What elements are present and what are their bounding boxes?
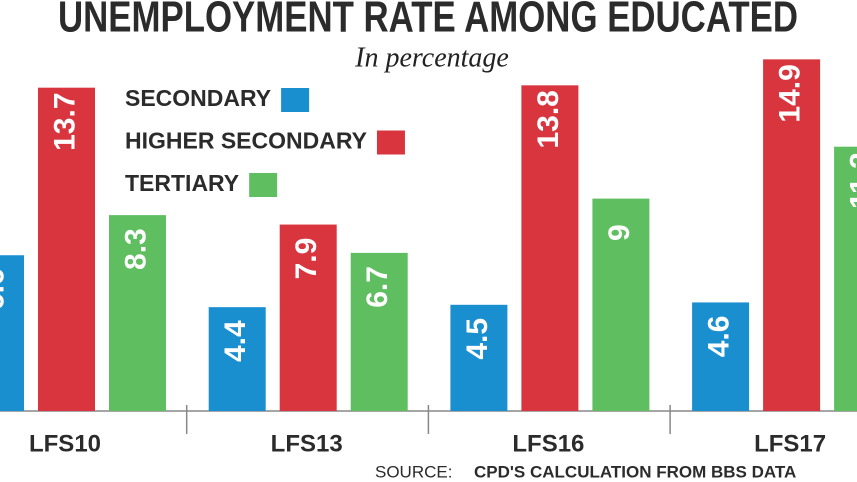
value-label: 13.7 [48,92,81,150]
value-label: 9 [603,224,636,241]
value-label: 6.7 [361,266,394,308]
bar [521,85,579,411]
bar [763,59,821,412]
bar [208,307,266,411]
bar [834,146,857,411]
bar [592,198,650,411]
value-label: 8.3 [119,228,152,270]
value-label: 11.2 [845,152,857,209]
legend-swatch [376,130,405,155]
value-label: 14.9 [774,64,807,122]
source-label: SOURCE: [375,462,452,481]
x-tick-label: LFS13 [271,430,343,457]
bar [450,304,508,411]
value-label: 4.6 [703,316,736,358]
bar [38,87,95,412]
legend-label: TERTIARY [125,170,239,196]
value-label: 7.9 [290,238,323,280]
chart-title: UNEMPLOYMENT RATE AMONG EDUCATED [58,0,798,42]
value-label: 13.8 [532,90,565,148]
bar [109,215,166,411]
chart-subtitle: In percentage [354,42,509,73]
value-label: 6.6 [0,268,10,310]
value-label: 4.5 [461,318,494,360]
x-tick-label: LFS10 [29,430,101,457]
x-tick-label: LFS16 [512,430,584,457]
legend-swatch [249,173,278,197]
legend-label: SECONDARY [125,85,271,111]
x-tick-label: LFS17 [754,430,826,457]
value-label: 4.4 [219,320,252,362]
source-text: CPD'S CALCULATION FROM BBS DATA [474,462,796,481]
bar [350,252,408,411]
bar [692,302,750,411]
bar [279,224,337,411]
bar [0,255,24,411]
legend-label: HIGHER SECONDARY [125,128,367,154]
legend-swatch [281,88,310,112]
